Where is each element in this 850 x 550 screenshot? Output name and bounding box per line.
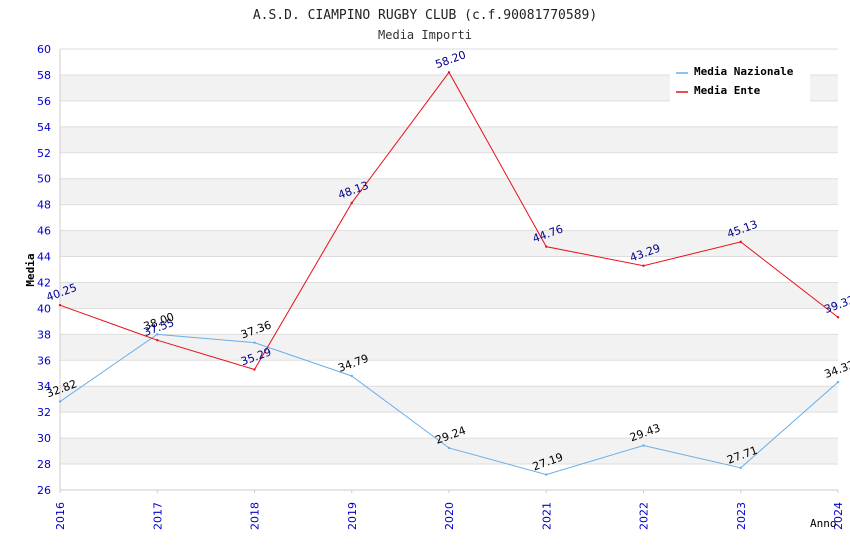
- y-tick-label: 60: [37, 43, 51, 56]
- x-tick-label: 2018: [249, 502, 262, 530]
- data-point-media-ente: [448, 71, 450, 73]
- data-point-media-ente: [59, 304, 61, 306]
- data-point-media-nazionale: [740, 467, 742, 469]
- x-tick-label: 2023: [735, 502, 748, 530]
- y-tick-label: 54: [37, 121, 51, 134]
- data-point-media-ente: [545, 245, 547, 247]
- y-axis-label: Media: [24, 253, 37, 286]
- grid-band: [60, 282, 838, 308]
- data-point-media-ente: [740, 241, 742, 243]
- y-tick-label: 30: [37, 432, 51, 445]
- x-tick-label: 2022: [638, 502, 651, 530]
- y-tick-label: 56: [37, 95, 51, 108]
- x-tick-labels: 2016 2017 2018 2019 2020 2021 2022 2023 2024: [54, 490, 845, 530]
- data-point-media-nazionale: [642, 444, 644, 446]
- data-label-media-ente: 58.20: [434, 48, 468, 71]
- y-tick-label: 32: [37, 406, 51, 419]
- grid-band: [60, 127, 838, 153]
- y-tick-label: 52: [37, 147, 51, 160]
- y-tick-label: 46: [37, 225, 51, 238]
- x-axis-label: Anno: [810, 517, 837, 530]
- y-tick-label: 38: [37, 328, 51, 341]
- data-point-media-ente: [351, 202, 353, 204]
- y-tick-label: 26: [37, 484, 51, 497]
- x-tick-label: 2019: [346, 502, 359, 530]
- data-point-media-nazionale: [837, 381, 839, 383]
- x-tick-label: 2021: [540, 502, 553, 530]
- x-tick-label: 2017: [151, 502, 164, 530]
- data-point-media-ente: [253, 368, 255, 370]
- x-tick-label: 2016: [54, 502, 67, 530]
- grid-band: [60, 386, 838, 412]
- grid-lines: [60, 49, 838, 490]
- y-tick-label: 28: [37, 458, 51, 471]
- y-tick-label: 48: [37, 199, 51, 212]
- series-line-media-ente: [60, 72, 838, 369]
- grid-band: [60, 231, 838, 257]
- data-point-media-ente: [837, 316, 839, 318]
- y-tick-label: 58: [37, 69, 51, 82]
- data-point-media-nazionale: [545, 473, 547, 475]
- y-tick-label: 50: [37, 173, 51, 186]
- grid-bands: [60, 75, 838, 464]
- y-tick-label: 44: [37, 251, 51, 264]
- data-point-media-ente: [642, 265, 644, 267]
- data-point-media-nazionale: [351, 375, 353, 377]
- legend-label-media-nazionale: Media Nazionale: [694, 65, 794, 78]
- grid-band: [60, 334, 838, 360]
- data-point-media-nazionale: [448, 447, 450, 449]
- data-point-media-ente: [156, 339, 158, 341]
- chart-subtitle: Media Importi: [378, 28, 472, 42]
- y-tick-label: 36: [37, 354, 51, 367]
- grid-band: [60, 179, 838, 205]
- data-point-media-nazionale: [59, 400, 61, 402]
- chart-title: A.S.D. CIAMPINO RUGBY CLUB (c.f.90081770…: [253, 8, 597, 23]
- y-tick-label: 40: [37, 302, 51, 315]
- data-label-media-nazionale: 34.32: [823, 358, 850, 381]
- x-tick-label: 2020: [443, 502, 456, 530]
- legend: Media Nazionale Media Ente: [670, 62, 810, 102]
- legend-label-media-ente: Media Ente: [694, 84, 761, 97]
- y-tick-label: 42: [37, 276, 51, 289]
- data-point-media-nazionale: [253, 341, 255, 343]
